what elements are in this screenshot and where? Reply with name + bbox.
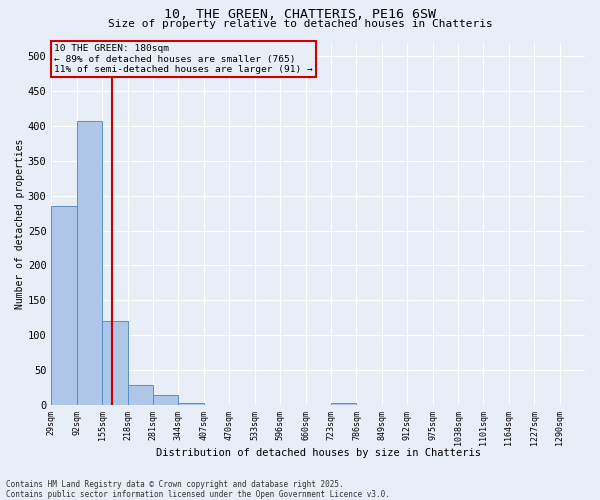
Bar (128, 384, 153, 405)
Text: 10, THE GREEN, CHATTERIS, PE16 6SW: 10, THE GREEN, CHATTERIS, PE16 6SW (164, 8, 436, 20)
Bar (331, 404, 356, 405)
Text: Contains HM Land Registry data © Crown copyright and database right 2025.
Contai: Contains HM Land Registry data © Crown c… (6, 480, 390, 499)
Text: 10 THE GREEN: 180sqm
← 89% of detached houses are smaller (765)
11% of semi-deta: 10 THE GREEN: 180sqm ← 89% of detached h… (54, 44, 313, 74)
Bar (52, 206, 77, 405)
Y-axis label: Number of detached properties: Number of detached properties (15, 138, 25, 309)
Bar (102, 321, 128, 405)
Text: Size of property relative to detached houses in Chatteris: Size of property relative to detached ho… (107, 19, 493, 29)
X-axis label: Distribution of detached houses by size in Chatteris: Distribution of detached houses by size … (155, 448, 481, 458)
Bar (178, 403, 204, 405)
Bar (77, 120, 102, 405)
Bar (153, 395, 178, 405)
